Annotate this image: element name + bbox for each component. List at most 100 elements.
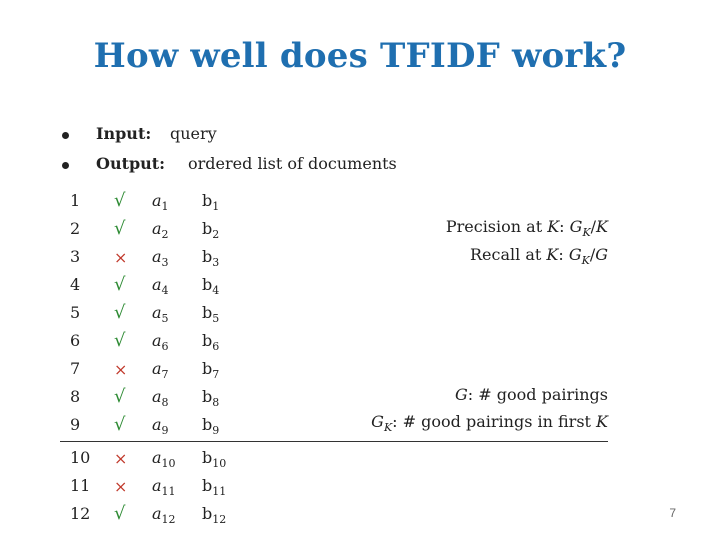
check-mark-icon: √: [114, 190, 126, 211]
item-a: a8: [152, 387, 169, 409]
item-b: b9: [202, 415, 219, 437]
item-b-index: 3: [212, 256, 220, 270]
rank-number: 8: [70, 387, 81, 406]
item-a-index: 10: [161, 457, 176, 471]
item-b-symbol: b: [202, 387, 213, 406]
item-a-symbol: a: [152, 331, 162, 350]
item-a: a4: [152, 275, 169, 297]
precision-op: /: [590, 217, 597, 236]
table-row: 8 √ a8 b8: [60, 384, 608, 412]
item-b: b1: [202, 191, 219, 213]
item-a-index: 1: [161, 200, 169, 214]
check-mark-icon: √: [114, 414, 126, 435]
item-b-index: 8: [212, 396, 220, 410]
g-definition: G: # good pairings: [455, 385, 608, 404]
table-row: 6 √ a6 b6: [60, 328, 608, 356]
cross-mark-icon: ×: [114, 248, 128, 267]
check-mark-icon: √: [114, 386, 126, 407]
recall-var: K: [546, 245, 559, 264]
item-a-index: 3: [161, 256, 169, 270]
rank-number: 9: [70, 415, 81, 434]
gk-var-sub: K: [383, 421, 393, 435]
gk-text: : # good pairings in first: [392, 412, 597, 431]
item-b-index: 2: [212, 228, 220, 242]
check-mark-icon: √: [114, 503, 126, 524]
precision-prefix: Precision at: [445, 217, 548, 236]
gk-tail: K: [596, 412, 608, 431]
rank-number: 5: [70, 303, 81, 322]
cross-mark-icon: ×: [114, 449, 128, 468]
bullet-value: query: [170, 124, 217, 143]
item-a-symbol: a: [152, 191, 162, 210]
bullet-dot: [62, 162, 69, 169]
item-a-symbol: a: [152, 359, 162, 378]
item-b-symbol: b: [202, 191, 213, 210]
bullet-label: Input:: [96, 124, 152, 143]
item-b-symbol: b: [202, 359, 213, 378]
item-b-index: 9: [212, 424, 220, 438]
recall-op: /: [589, 245, 596, 264]
item-b-symbol: b: [202, 331, 213, 350]
cutoff-divider: [60, 441, 608, 442]
item-b-symbol: b: [202, 415, 213, 434]
recall-definition: Recall at K: GK/G: [470, 245, 608, 267]
item-b-symbol: b: [202, 448, 213, 467]
g-text: : # good pairings: [467, 385, 608, 404]
rank-number: 3: [70, 247, 81, 266]
page-number: 7: [669, 506, 676, 520]
item-b-index: 12: [212, 513, 227, 527]
rank-number: 1: [70, 191, 81, 210]
item-a-index: 12: [161, 513, 176, 527]
item-b: b12: [202, 504, 226, 526]
item-a-symbol: a: [152, 448, 162, 467]
item-a: a12: [152, 504, 176, 526]
rank-number: 6: [70, 331, 81, 350]
cross-mark-icon: ×: [114, 477, 128, 496]
table-row: 1 √ a1 b1: [60, 188, 608, 216]
table-row: 10 × a10 b10: [60, 445, 608, 473]
precision-sep: :: [559, 217, 570, 236]
rank-number: 7: [70, 359, 81, 378]
item-b: b6: [202, 331, 219, 353]
item-b-symbol: b: [202, 247, 213, 266]
item-a-index: 7: [161, 368, 169, 382]
item-a-symbol: a: [152, 476, 162, 495]
item-a-index: 4: [161, 284, 169, 298]
bullet-dot: [62, 132, 69, 139]
check-mark-icon: √: [114, 330, 126, 351]
item-b-index: 11: [212, 485, 227, 499]
table-row: 4 √ a4 b4: [60, 272, 608, 300]
table-row: 7 × a7 b7: [60, 356, 608, 384]
recall-sep: :: [558, 245, 569, 264]
table-row: 5 √ a5 b5: [60, 300, 608, 328]
recall-num-sub: K: [581, 254, 590, 268]
item-b-symbol: b: [202, 219, 213, 238]
item-a-index: 11: [161, 485, 176, 499]
table-row: 2 √ a2 b2: [60, 216, 608, 244]
item-b: b11: [202, 476, 226, 498]
item-b-symbol: b: [202, 303, 213, 322]
item-a: a11: [152, 476, 176, 498]
rank-number: 12: [70, 504, 91, 523]
check-mark-icon: √: [114, 274, 126, 295]
item-a: a6: [152, 331, 169, 353]
rank-number: 2: [70, 219, 81, 238]
item-a-index: 5: [161, 312, 169, 326]
item-a-symbol: a: [152, 275, 162, 294]
slide-title: How well does TFIDF work?: [93, 36, 627, 76]
item-b-symbol: b: [202, 504, 213, 523]
table-row: 9 √ a9 b9: [60, 412, 608, 440]
item-b-index: 7: [212, 368, 220, 382]
item-a-index: 9: [161, 424, 169, 438]
item-b-symbol: b: [202, 275, 213, 294]
item-a-symbol: a: [152, 504, 162, 523]
item-b: b3: [202, 247, 219, 269]
item-a-symbol: a: [152, 387, 162, 406]
item-b-index: 4: [212, 284, 220, 298]
item-a-symbol: a: [152, 247, 162, 266]
item-a: a9: [152, 415, 169, 437]
item-b: b8: [202, 387, 219, 409]
item-a: a10: [152, 448, 176, 470]
check-mark-icon: √: [114, 302, 126, 323]
precision-num-sub: K: [582, 226, 591, 240]
